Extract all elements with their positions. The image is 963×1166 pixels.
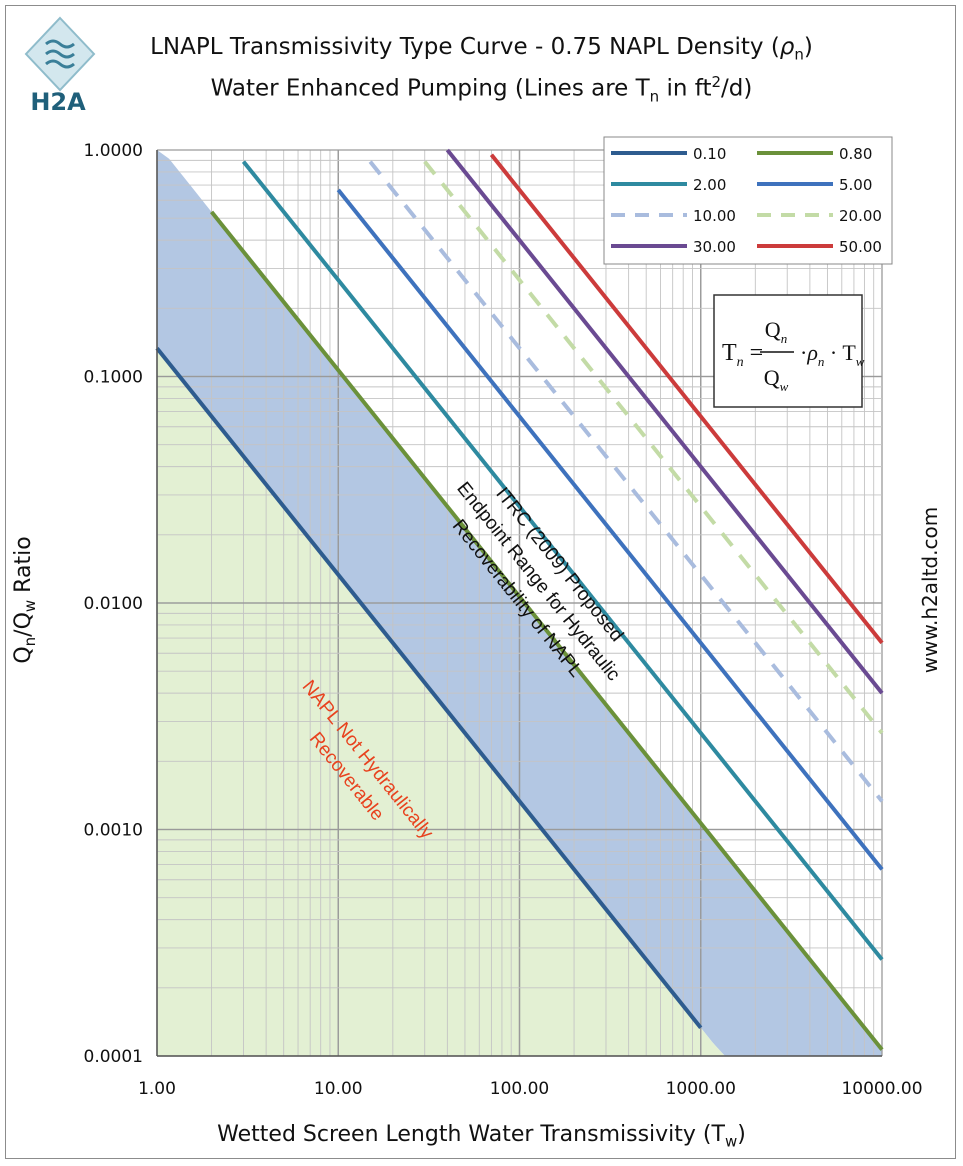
- xlabel-sub: w: [724, 1132, 738, 1151]
- wave-diamond-logo-icon: [24, 16, 96, 92]
- y-tick-label: 0.1000: [84, 368, 143, 388]
- legend-label: 30.00: [693, 238, 736, 256]
- x-tick-label: 10.00: [314, 1079, 363, 1099]
- legend-label: 20.00: [839, 207, 882, 225]
- ylabel-q1: Q: [10, 646, 36, 664]
- y-tick-label: 0.0010: [84, 821, 143, 841]
- ylabel-slash: /Q: [10, 612, 36, 637]
- x-tick-label: 100.00: [490, 1079, 549, 1099]
- y-tick-label: 0.0001: [84, 1047, 143, 1067]
- series-layer: [155, 148, 884, 1051]
- series-line-50.00: [489, 153, 884, 645]
- x-tick-label: 1.00: [138, 1079, 176, 1099]
- legend-label: 2.00: [693, 176, 726, 194]
- legend-label: 0.80: [839, 145, 872, 163]
- chart-subtitle: Water Enhanced Pumping (Lines are Tn in …: [0, 73, 963, 105]
- y-tick-label: 1.0000: [84, 141, 143, 161]
- logo-text: H2A: [30, 88, 86, 116]
- title-rho: ρ: [779, 34, 795, 60]
- subtitle-end: /d): [721, 75, 753, 102]
- series-line-0.80: [210, 210, 884, 1051]
- legend-label: 50.00: [839, 238, 882, 256]
- subtitle-sup: 2: [711, 73, 722, 91]
- series-line-0.10: [155, 346, 703, 1029]
- formula-box: Tn = Qn Qw ·ρn · Tw: [713, 294, 865, 408]
- series-line-30.00: [445, 148, 884, 695]
- x-tick-label: 10000.00: [841, 1079, 922, 1099]
- ticks-layer: 1.00 10.00 100.00 1000.00 10000.00 0.0001 0.00…: [84, 141, 923, 1099]
- legend-box: [603, 136, 893, 265]
- x-axis-label: Wetted Screen Length Water Transmissivit…: [0, 1122, 963, 1150]
- ylabel-s1: n: [21, 636, 40, 647]
- axes-layer: [156, 150, 882, 1057]
- y-axis-label: Qn/Qw Ratio: [11, 536, 39, 663]
- series-line-2.00: [241, 160, 884, 961]
- legend: 0.10 0.80 2.00 5.00 10.00 20.00 30.00 50.00: [603, 136, 893, 265]
- chart-frame: [5, 5, 956, 1159]
- website-label: www.h2altd.com: [918, 506, 942, 674]
- title-end: ): [803, 34, 813, 60]
- y-tick-label: 0.0100: [84, 594, 143, 614]
- x-tick-label: 1000.00: [666, 1079, 736, 1099]
- series-line-10.00: [368, 160, 884, 803]
- subtitle-mid: in ft: [659, 75, 712, 102]
- xlabel-end: ): [737, 1122, 746, 1147]
- h2a-logo: [16, 14, 104, 120]
- xlabel-main: Wetted Screen Length Water Transmissivit…: [217, 1122, 725, 1147]
- title-rho-sub: n: [794, 45, 804, 64]
- series-line-5.00: [336, 188, 884, 871]
- legend-label: 5.00: [839, 176, 872, 194]
- legend-label: 0.10: [693, 145, 726, 163]
- subtitle-sub: n: [649, 87, 660, 106]
- legend-label: 10.00: [693, 207, 736, 225]
- formula-rest: ·ρn · Tw: [800, 340, 865, 369]
- subtitle-main: Water Enhanced Pumping (Lines are T: [210, 75, 650, 102]
- title-main: LNAPL Transmissivity Type Curve - 0.75 N…: [150, 34, 780, 60]
- ylabel-end: Ratio: [10, 536, 36, 600]
- series-line-20.00: [423, 160, 884, 735]
- chart-title: LNAPL Transmissivity Type Curve - 0.75 N…: [0, 34, 963, 64]
- ylabel-s2: w: [21, 599, 40, 613]
